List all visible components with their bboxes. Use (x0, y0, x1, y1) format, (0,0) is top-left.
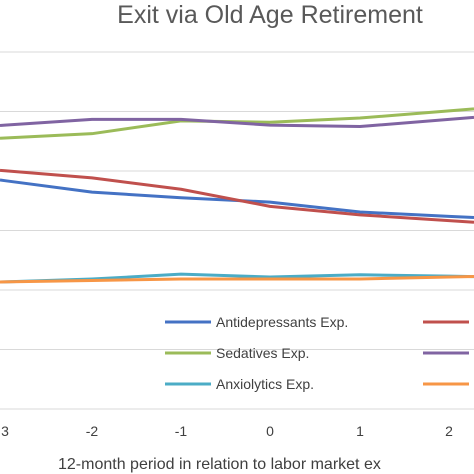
x-tick-label: 2 (445, 423, 453, 439)
x-axis-ticks: 3 -2 -1 0 1 2 (1, 423, 453, 439)
series-line-0 (0, 178, 474, 220)
legend-label: Sedatives Exp. (216, 345, 309, 361)
series-line-3 (0, 115, 474, 129)
legend-label: Antidepressants Exp. (216, 314, 348, 330)
legend: Antidepressants Exp.ASedatives Exp.SAnxi… (165, 314, 469, 392)
x-tick-label: 0 (266, 423, 274, 439)
chart-title: Exit via Old Age Retirement (117, 1, 423, 29)
series-line-1 (0, 168, 474, 224)
x-tick-label: 1 (356, 423, 364, 439)
series-line-5 (0, 274, 474, 284)
series-lines (0, 107, 474, 284)
x-tick-label: 3 (1, 423, 9, 439)
x-tick-label: -2 (86, 423, 99, 439)
x-axis-label: 12-month period in relation to labor mar… (58, 456, 381, 473)
x-tick-label: -1 (175, 423, 188, 439)
gridlines (0, 51, 474, 410)
legend-label: Anxiolytics Exp. (216, 376, 314, 392)
